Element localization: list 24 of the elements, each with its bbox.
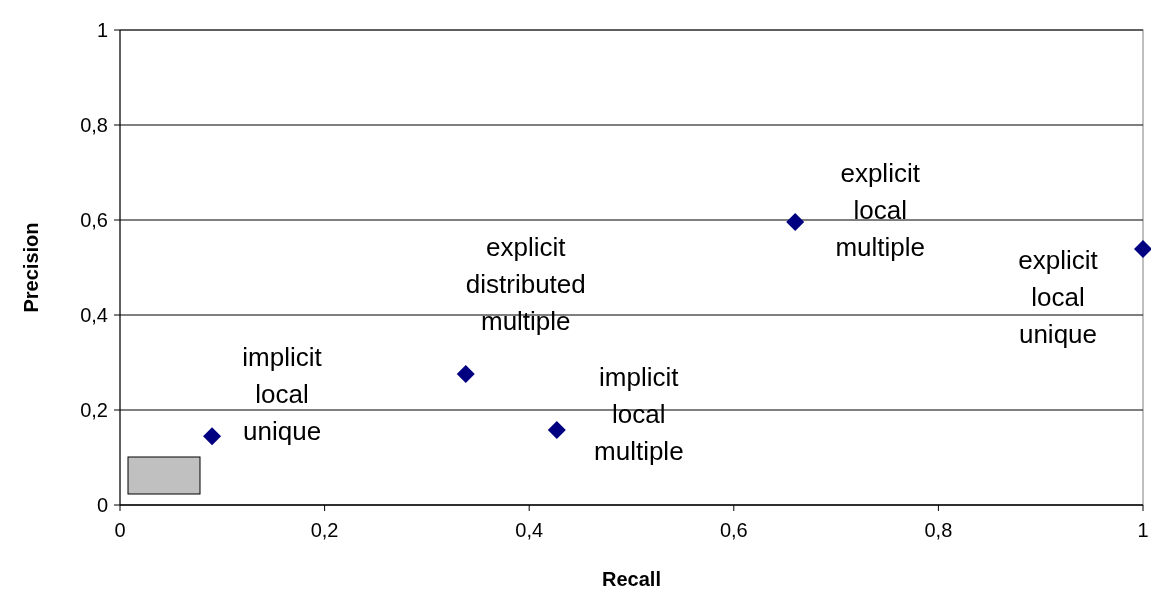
x-tick-label: 1 [1137,519,1149,541]
y-tick-label: 0,2 [80,399,108,421]
point [203,427,222,446]
point [1134,239,1151,258]
point [456,364,475,383]
x-tick-label: 0,8 [924,519,953,541]
y-tick-label: 0,4 [80,304,108,326]
x-tick-label: 0,4 [515,519,544,541]
y-tick-label: 0,6 [80,209,108,231]
x-tick-label: 0,2 [310,519,339,541]
x-tick-label: 0,6 [719,519,748,541]
annotation: implicit local unique [242,342,323,447]
y-tick-label: 0 [96,494,108,516]
point [786,212,805,231]
annotation: explicit local unique [1018,244,1099,349]
y-axis-title: Precision [20,222,42,313]
y-tick-label: 0,8 [80,114,108,136]
annotation: explicit distributed multiple [465,231,586,336]
x-tick-label: 0 [114,519,126,541]
annotation: implicit local multiple [594,361,684,466]
y-tick-label: 1 [96,19,108,41]
annotation: explicit local multiple [835,157,925,262]
x-axis-title: Recall [602,568,661,590]
point [547,420,566,439]
